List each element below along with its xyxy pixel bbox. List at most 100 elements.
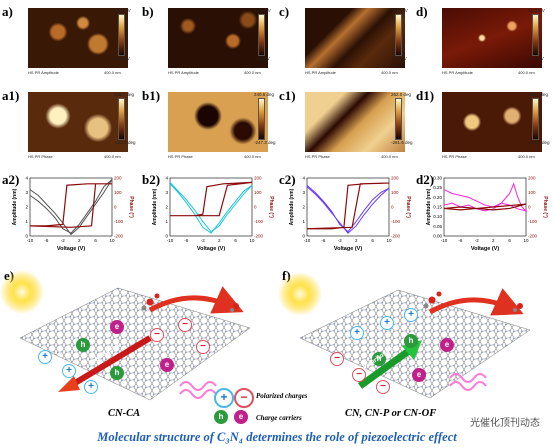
amplitude-series (306, 184, 390, 234)
polarized-minus-icon: − (352, 368, 366, 382)
bottom-title: Molecular structure of C₃N₄ determines t… (97, 430, 457, 444)
x-tick-label: -2 (475, 238, 479, 243)
y-right-tick-label: -200 (254, 234, 264, 239)
y-left-tick-label: 0 (302, 234, 305, 239)
afm-caption-right: 400.0 nm (518, 70, 535, 75)
scheme-caption-right: CN, CN-P or CN-OF (345, 408, 437, 419)
x-tick-label: -6 (184, 238, 188, 243)
y-right-tick-label: -200 (114, 234, 124, 239)
colorbar-min-label: -148.5 deg (114, 140, 136, 145)
afm-caption-left: HS PR Amplitude (442, 70, 473, 75)
x-tick-label: -6 (44, 238, 48, 243)
y-left-tick-label: 1 (302, 219, 305, 224)
y-left-tick-label: 0.00 (433, 234, 442, 239)
polarization-arrow-left (68, 335, 152, 389)
x-tick-label: 10 (109, 238, 115, 243)
afm-image (28, 92, 128, 152)
x-tick-label: -2 (201, 238, 205, 243)
amplitude-series (169, 182, 253, 234)
x-axis-label: Voltage (V) (334, 246, 362, 252)
panel-label: d1) (416, 88, 435, 103)
y-left-tick-label: 0.20 (433, 195, 442, 200)
y-left-tick-label: 3 (25, 190, 28, 195)
y-left-tick-label: 0.25 (433, 185, 442, 190)
y-left-axis-label: Amplitude (nm) (426, 188, 432, 225)
x-tick-label: -10 (27, 238, 34, 243)
afm-caption-right: 400.0 nm (518, 154, 535, 159)
scheme-area: e) f) (0, 268, 554, 433)
chart-a2: -10 -6 -2 2 6 10 0 1 2 3 4 -200 -100 0 100 200 Voltage (… (0, 172, 136, 258)
polarized-plus-icon: + (84, 380, 98, 394)
polarized-plus-icon: + (62, 364, 76, 378)
colorbar-max-label: 75.3 mV (391, 8, 408, 13)
y-right-tick-label: 200 (391, 176, 399, 181)
colorbar-max-label: 43.8 mV (528, 8, 545, 13)
hole-carrier-icon: h (372, 352, 386, 366)
colorbar (118, 98, 125, 140)
x-tick-label: -10 (167, 238, 174, 243)
y-left-tick-label: 4 (165, 176, 168, 181)
polarized-minus-icon: − (330, 352, 344, 366)
colorbar-max-label: 248.7 deg (114, 92, 135, 97)
y-right-tick-label: -200 (391, 234, 401, 239)
afm-image (168, 92, 268, 152)
colorbar (532, 98, 539, 140)
y-left-tick-label: 0 (25, 234, 28, 239)
chart-label: c2) (279, 172, 296, 187)
afm-caption-left: HS PR Amplitude (168, 70, 199, 75)
x-tick-label: 10 (249, 238, 255, 243)
phase-series (29, 183, 112, 228)
legend-carriers-text: Charge carriers (256, 414, 302, 422)
x-tick-label: -10 (304, 238, 311, 243)
x-tick-label: -2 (338, 238, 342, 243)
afm-image (305, 8, 405, 68)
afm-image (305, 92, 405, 152)
legend-polarized-text: Polarized charges (256, 392, 308, 400)
y-right-tick-label: -100 (528, 219, 538, 224)
polarized-plus-icon: + (380, 316, 394, 330)
phase-series (170, 181, 253, 217)
legend-minus-icon: − (234, 388, 254, 408)
polarized-minus-icon: − (376, 380, 390, 394)
y-right-axis-label: Phase (°) (542, 196, 548, 218)
afm-panel-b: 75.1 mV -4.1 mV HS PR Amplitude 400.0 nm b) (140, 2, 276, 84)
panel-label: b1) (142, 88, 161, 103)
y-right-axis-label: Phase (°) (268, 196, 274, 218)
watermark-text: 光催化顶刊动态 (470, 418, 540, 429)
y-right-tick-label: 100 (254, 190, 262, 195)
afm-image (168, 8, 268, 68)
electron-carrier-icon: e (412, 368, 426, 382)
electron-carrier-icon: e (160, 358, 174, 372)
y-right-axis-label: Phase (°) (405, 196, 411, 218)
colorbar (258, 14, 265, 56)
colorbar-min-label: -3.7 mV (528, 56, 544, 61)
hole-carrier-icon: h (76, 338, 90, 352)
colorbar (395, 98, 402, 140)
afm-image (28, 8, 128, 68)
afm-image (442, 8, 542, 68)
x-tick-label: 6 (508, 238, 511, 243)
afm-panel-c: 75.3 mV -6.7 mV HS PR Amplitude 400.0 nm c) (277, 2, 413, 84)
y-right-tick-label: 100 (391, 190, 399, 195)
y-left-tick-label: 4 (25, 176, 28, 181)
x-tick-label: 10 (523, 238, 529, 243)
x-tick-label: 6 (234, 238, 237, 243)
x-axis-label: Voltage (V) (57, 246, 85, 252)
afm-panel-d1: 254.6 deg -256.6 deg HS PR Phase 400.0 nm d1… (414, 86, 550, 168)
afm-panel-b1: 240.6 deg -247.3 deg HS PR Phase 400.0 nm b1… (140, 86, 276, 168)
scheme-caption-left: CN-CA (108, 408, 141, 419)
afm-caption-right: 400.0 nm (104, 154, 121, 159)
y-left-tick-label: 0 (165, 234, 168, 239)
chart-b2: -10 -6 -2 2 6 10 0 1 2 3 4 -200 -100 0 100 200 Voltage (… (140, 172, 276, 258)
colorbar-max-label: 75.1 mV (254, 8, 271, 13)
y-left-tick-label: 1 (25, 219, 28, 224)
y-right-tick-label: 0 (528, 205, 531, 210)
x-axis-label: Voltage (V) (471, 246, 499, 252)
x-tick-label: 6 (94, 238, 97, 243)
sun-right (278, 272, 322, 316)
colorbar-min-label: -5.8 mV (114, 56, 130, 61)
afm-panel-a: 55.8 mV -5.8 mV HS PR Amplitude 400.0 nm a) (0, 2, 136, 84)
y-right-tick-label: 100 (114, 190, 122, 195)
